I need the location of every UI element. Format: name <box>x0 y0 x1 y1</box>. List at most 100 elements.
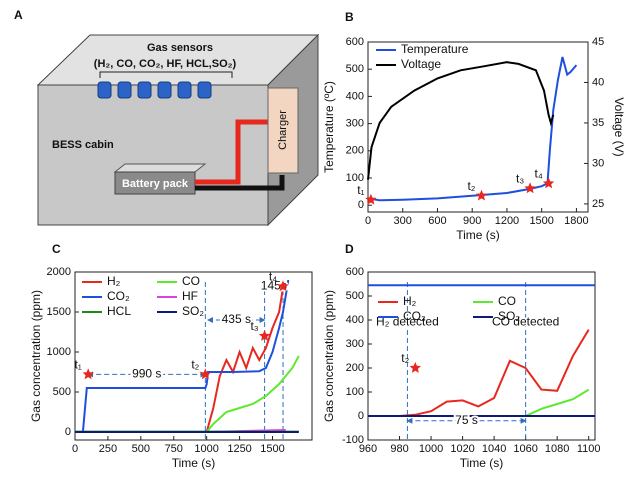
x-tick-label: 960 <box>359 443 377 455</box>
plot-frame <box>367 271 596 441</box>
y2-tick-label: 25 <box>592 198 604 210</box>
x-tick-label: 750 <box>165 443 183 455</box>
charts: B0 300 600 900 1200 1500 180001002003004005006… <box>29 10 626 470</box>
sensors-title: Gas sensors <box>147 42 213 54</box>
y-tick-label: 300 <box>346 118 364 130</box>
x-tick-label: 900 <box>463 215 481 227</box>
x-tick-label: 980 <box>390 443 408 455</box>
y-tick-label: 300 <box>346 338 364 350</box>
marker-label: t₁ <box>357 183 364 197</box>
x-tick-label: 500 <box>132 443 150 455</box>
star-marker <box>199 368 212 380</box>
series-line <box>367 56 578 202</box>
marker-label: t₄ <box>269 270 277 284</box>
x-tick-label: 1500 <box>529 215 553 227</box>
x-tick-label: 1080 <box>545 443 569 455</box>
span-label: 75 s <box>455 413 478 427</box>
charger <box>267 87 299 174</box>
x-tick-label: 1060 <box>513 443 537 455</box>
marker-label: t₄ <box>535 167 543 181</box>
x-tick-label: 250 <box>99 443 117 455</box>
panel-label: C <box>52 242 61 256</box>
y-tick-label: 500 <box>346 290 364 302</box>
x-tick-label: 1250 <box>227 443 251 455</box>
y-tick-label: 2000 <box>47 266 71 278</box>
panel-a: A Gas sensors (H₂, CO, CO₂, HF, HCL,SO₂)… <box>14 8 320 227</box>
x-tick-label: 1020 <box>450 443 474 455</box>
series-line <box>205 355 300 433</box>
legend-label: HCL <box>107 304 131 318</box>
y-axis-label: Temperature (ºC) <box>322 81 336 173</box>
y-tick-label: 600 <box>346 36 364 48</box>
y2-tick-label: 30 <box>592 157 604 169</box>
y2-axis-label: Voltage (V) <box>612 97 626 156</box>
y-tick-label: 400 <box>346 314 364 326</box>
sensors-list: (H₂, CO, CO₂, HF, HCL,SO₂) <box>94 58 237 70</box>
x-tick-label: 1100 <box>577 443 601 455</box>
y2-tick-label: 45 <box>592 36 604 48</box>
y-tick-label: 500 <box>53 386 71 398</box>
y-tick-label: 1500 <box>47 306 71 318</box>
x-tick-label: 1500 <box>260 443 284 455</box>
series-line <box>75 279 290 433</box>
marker-label: t₃ <box>250 319 258 333</box>
panel-label: D <box>345 242 354 256</box>
legend-label: CO₂ <box>403 309 426 323</box>
red-cable <box>195 119 268 185</box>
marker-label: t₁ <box>74 358 81 372</box>
y2-tick-label: 35 <box>592 117 604 129</box>
legend-label: SO₂ <box>498 309 520 323</box>
y-tick-label: 600 <box>346 266 364 278</box>
x-axis-label: Time (s) <box>456 228 500 242</box>
marker-label: t₂ <box>401 351 409 365</box>
legend-label: CO₂ <box>107 289 130 303</box>
legend-label: Voltage <box>401 57 441 71</box>
y2-tick-label: 40 <box>592 76 604 88</box>
y-tick-label: 0 <box>65 426 71 438</box>
x-axis-label: Time (s) <box>460 456 504 470</box>
chart: B 0 300 600 900 1200 1500 1800 0 100 200 300 400 500 6… <box>322 10 626 242</box>
star-marker <box>542 177 555 189</box>
legend-label: H₂ <box>107 274 121 288</box>
black-cable <box>195 175 285 191</box>
star-marker <box>524 182 536 194</box>
legend-label: HF <box>182 289 198 303</box>
plot-frame <box>367 41 589 213</box>
guide-label: CO detected <box>492 315 559 329</box>
star-marker <box>409 362 421 373</box>
series-line <box>368 388 590 417</box>
y-tick-label: 200 <box>346 362 364 374</box>
cabin-label: BESS cabin <box>52 139 114 151</box>
x-tick-label: 1200 <box>495 215 519 227</box>
y-tick-label: -100 <box>342 434 364 446</box>
legend-label: H₂ <box>403 294 417 308</box>
y-tick-label: 100 <box>346 386 364 398</box>
panel-label: A <box>14 8 23 22</box>
bracket <box>99 71 233 78</box>
chart: C 0 250 500 750 1000 1250 1500 0 500 1000 1500 2000 T… <box>29 242 313 470</box>
marker-label: t₂ <box>191 358 199 372</box>
x-tick-label: 0 <box>72 443 78 455</box>
y-tick-label: 500 <box>346 63 364 75</box>
span-label: 990 s <box>132 367 161 381</box>
series-line <box>367 61 555 180</box>
charger-label: Charger <box>277 110 289 150</box>
star-marker <box>258 330 271 341</box>
y-tick-label: 400 <box>346 90 364 102</box>
series-line <box>368 329 590 417</box>
legend-label: CO <box>498 294 516 308</box>
plot-frame <box>74 271 313 441</box>
x-tick-label: 600 <box>428 215 446 227</box>
cabin-front <box>37 84 269 226</box>
panel-label: B <box>345 10 354 24</box>
star-marker <box>277 280 289 292</box>
marker-label: t₃ <box>516 172 524 186</box>
series-line <box>205 287 284 433</box>
y-tick-label: 0 <box>358 410 364 422</box>
legend-label: SO₂ <box>182 304 204 318</box>
x-axis-label: Time (s) <box>172 456 216 470</box>
battery-label: Battery pack <box>122 178 189 190</box>
span-label: 435 s <box>222 312 251 326</box>
x-tick-label: 0 <box>365 215 371 227</box>
